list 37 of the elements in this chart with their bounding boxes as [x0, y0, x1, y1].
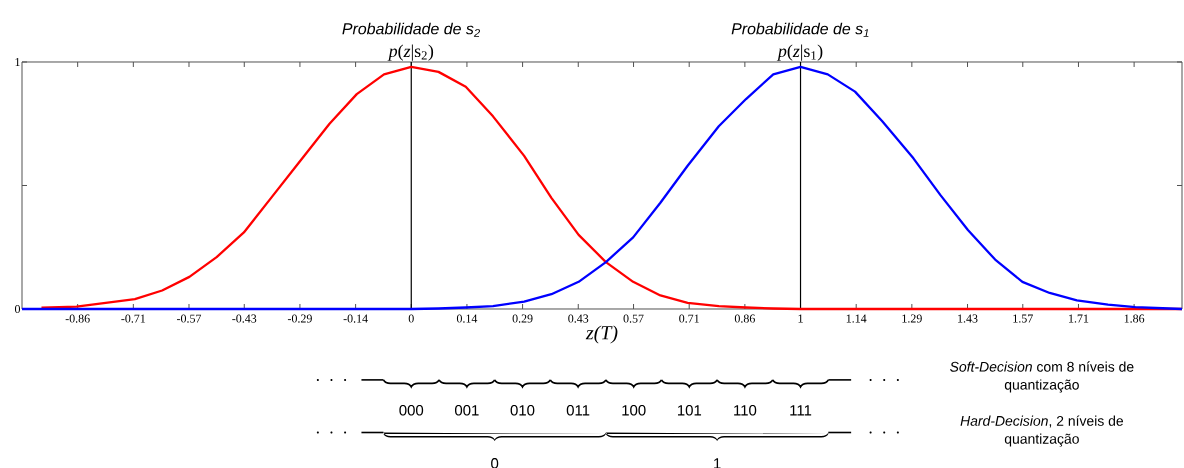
x-tick-label: 1.29	[902, 314, 922, 323]
x-tick-label: 0	[408, 314, 414, 323]
text: 0	[491, 458, 499, 468]
text: Soft-Decision com 8 níveis de quantização	[950, 361, 1134, 393]
text: 1	[714, 458, 721, 468]
x-tick-label: -0.43	[232, 314, 257, 323]
ref-line-label: p(z|s$_{1}$)	[776, 44, 823, 61]
x-tick-label: 1	[798, 314, 803, 323]
text: 011	[566, 404, 590, 416]
text: 111	[790, 405, 812, 416]
x-tick-label: 0.14	[456, 314, 478, 323]
x-tick-label: -0.71	[121, 314, 146, 323]
x-tick-label: 1.86	[1124, 314, 1145, 323]
annotation: Probabilidade de s$_{1}$	[731, 22, 869, 37]
x-tick-label: -0.86	[65, 314, 90, 323]
x-tick-label: 0.29	[512, 314, 533, 323]
text: 110	[734, 404, 757, 416]
x-tick-label: -0.57	[176, 314, 202, 323]
x-tick-label: 1.71	[1069, 314, 1089, 323]
x-tick-label: 1.14	[846, 314, 867, 323]
x-tick-label: -0.29	[287, 314, 312, 323]
annotation: Probabilidade de s$_{2}$	[342, 22, 480, 37]
x-tick-label: 0.57	[623, 314, 644, 323]
x-tick-label: 0.43	[568, 314, 589, 323]
text: 100	[622, 404, 646, 416]
x-axis-title: z(T)	[585, 325, 618, 344]
x-tick-label: 1.43	[958, 314, 978, 323]
text: 010	[510, 404, 535, 416]
x-tick-label: 0.86	[734, 314, 755, 323]
text: 000	[399, 404, 424, 416]
text: Hard-Decision, 2 níveis de quantização	[960, 415, 1124, 447]
x-tick-label: -0.14	[343, 314, 368, 323]
x-tick-label: 1.57	[1013, 314, 1033, 323]
text: 101	[677, 404, 702, 416]
ref-line-label: p(z|s$_{2}$)	[387, 44, 434, 61]
text: 001	[454, 404, 479, 416]
x-tick-label: 0.71	[679, 314, 699, 323]
